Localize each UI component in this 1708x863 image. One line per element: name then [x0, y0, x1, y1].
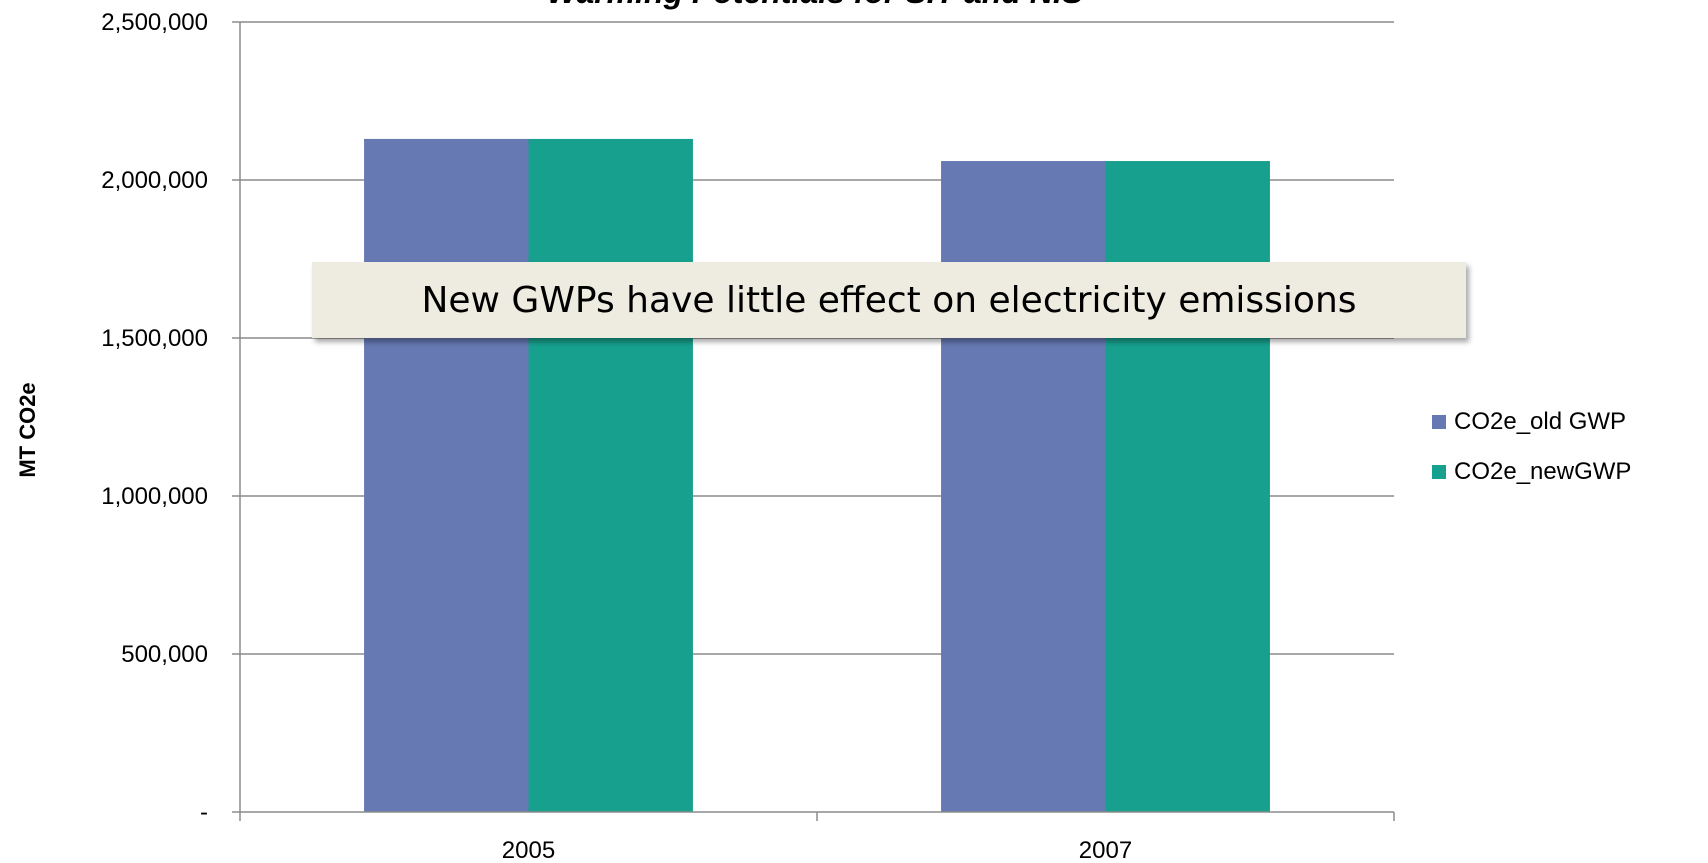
legend-item-old-gwp: CO2e_old GWP — [1432, 397, 1631, 447]
legend: CO2e_old GWP CO2e_newGWP — [1432, 397, 1631, 497]
y-tick-label: 500,000 — [121, 641, 208, 668]
x-tick-label: 2005 — [502, 837, 555, 863]
legend-swatch-old-gwp — [1432, 415, 1446, 429]
tick-labels: - 500,000 1,000,000 1,500,000 2,000,000 2,500… — [101, 9, 1132, 863]
bars — [364, 138, 1270, 813]
axes — [232, 21, 1395, 821]
chart-title: Warming Potentials for SIT and NIS — [230, 0, 1400, 11]
legend-swatch-new-gwp — [1432, 465, 1446, 479]
legend-item-new-gwp: CO2e_newGWP — [1432, 447, 1631, 497]
y-tick-label: 1,000,000 — [101, 483, 208, 510]
x-tick-label: 2007 — [1079, 837, 1132, 863]
y-tick-label: 2,000,000 — [101, 167, 208, 194]
y-tick-label: 2,500,000 — [101, 9, 208, 36]
y-tick-label: - — [200, 799, 208, 826]
legend-label-old-gwp: CO2e_old GWP — [1454, 408, 1627, 435]
bar — [1105, 161, 1270, 813]
y-tick-label: 1,500,000 — [101, 325, 208, 352]
annotation-callout: New GWPs have little effect on electrici… — [312, 262, 1466, 338]
bar — [528, 138, 693, 813]
bar — [941, 161, 1106, 813]
legend-label-new-gwp: CO2e_newGWP — [1454, 458, 1632, 485]
bar — [364, 138, 529, 813]
